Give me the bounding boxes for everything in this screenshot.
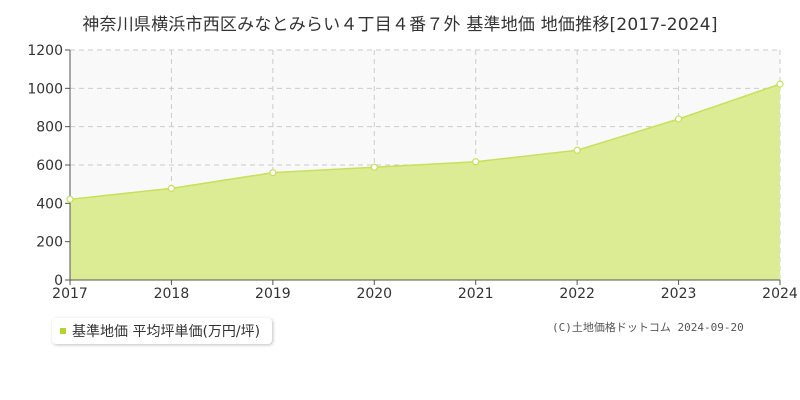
y-tick-label: 200 <box>36 235 63 251</box>
data-point <box>66 195 74 203</box>
y-tick-label: 1200 <box>27 43 63 59</box>
data-point <box>370 163 378 171</box>
y-tick-label: 0 <box>54 273 63 289</box>
y-tick-label: 600 <box>36 158 63 174</box>
data-point <box>776 80 784 88</box>
legend-swatch <box>60 328 66 334</box>
data-points <box>66 80 784 203</box>
data-point <box>472 158 480 166</box>
x-tick-label: 2024 <box>762 286 798 302</box>
legend: 基準地価 平均坪単価(万円/坪) <box>52 318 273 344</box>
tick-labels: 0 200 400 600 800 1000 1200 2017 2018 2019 2020 202… <box>27 43 798 302</box>
x-tick-label: 2017 <box>52 286 88 302</box>
series-line <box>69 83 781 201</box>
legend-label: 基準地価 平均坪単価(万円/坪) <box>72 324 261 340</box>
series-area <box>70 84 780 280</box>
y-tick-label: 1000 <box>27 81 63 97</box>
data-point <box>573 146 581 154</box>
x-tick-label: 2022 <box>559 286 595 302</box>
data-point <box>269 169 277 177</box>
x-tick-label: 2021 <box>458 286 494 302</box>
x-tick-label: 2023 <box>661 286 697 302</box>
y-tick-label: 800 <box>36 120 63 136</box>
x-tick-label: 2019 <box>255 286 291 302</box>
x-tick-label: 2020 <box>356 286 392 302</box>
y-tick-label: 400 <box>36 196 63 212</box>
x-tick-label: 2018 <box>154 286 190 302</box>
copyright-text: (C)土地価格ドットコム 2024-09-20 <box>552 321 744 334</box>
data-point <box>674 115 683 123</box>
axes <box>65 49 781 285</box>
chart-title: 神奈川県横浜市西区みなとみらい４丁目４番７外 基準地価 地価推移[2017-20… <box>82 15 718 35</box>
data-point <box>167 184 176 192</box>
